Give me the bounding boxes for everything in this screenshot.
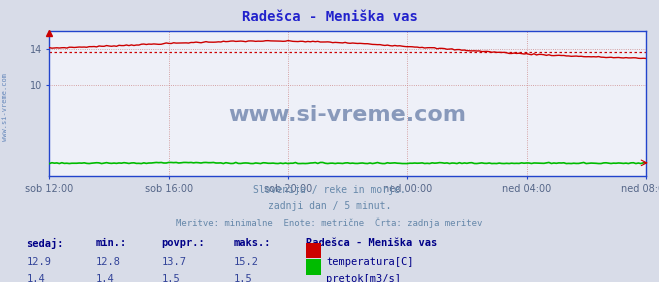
Text: www.si-vreme.com: www.si-vreme.com [2, 73, 9, 141]
Text: Radešca - Meniška vas: Radešca - Meniška vas [242, 10, 417, 24]
Text: Radešca - Meniška vas: Radešca - Meniška vas [306, 238, 438, 248]
Text: maks.:: maks.: [234, 238, 272, 248]
Text: www.si-vreme.com: www.si-vreme.com [229, 105, 467, 125]
Text: 12.9: 12.9 [26, 257, 51, 266]
Text: 12.8: 12.8 [96, 257, 121, 266]
Text: povpr.:: povpr.: [161, 238, 205, 248]
Text: zadnji dan / 5 minut.: zadnji dan / 5 minut. [268, 201, 391, 211]
Text: pretok[m3/s]: pretok[m3/s] [326, 274, 401, 282]
Text: 1.4: 1.4 [26, 274, 45, 282]
Text: sedaj:: sedaj: [26, 238, 64, 249]
Text: 1.4: 1.4 [96, 274, 114, 282]
Text: 1.5: 1.5 [234, 274, 252, 282]
Text: 13.7: 13.7 [161, 257, 186, 266]
Text: temperatura[C]: temperatura[C] [326, 257, 414, 266]
Text: min.:: min.: [96, 238, 127, 248]
Text: Slovenija / reke in morje.: Slovenija / reke in morje. [253, 185, 406, 195]
Text: Meritve: minimalne  Enote: metrične  Črta: zadnja meritev: Meritve: minimalne Enote: metrične Črta:… [177, 217, 482, 228]
Text: 1.5: 1.5 [161, 274, 180, 282]
Text: 15.2: 15.2 [234, 257, 259, 266]
